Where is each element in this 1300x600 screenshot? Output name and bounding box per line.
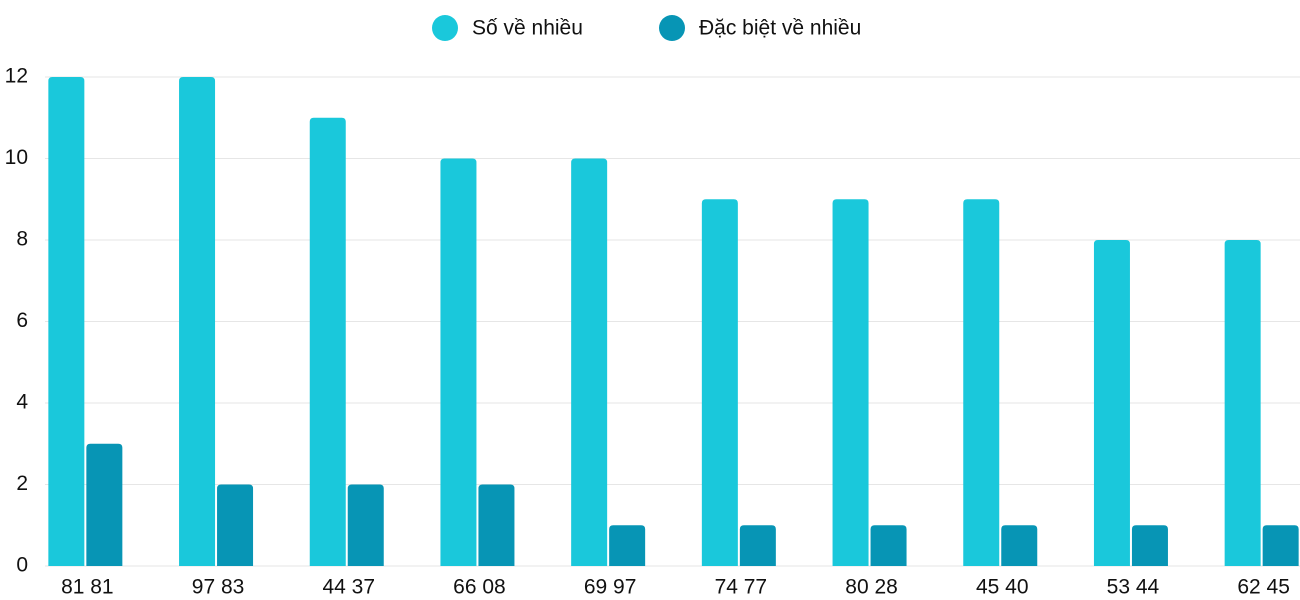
x-tick-label: 53 44 <box>1107 576 1160 599</box>
legend-label: Đặc biệt về nhiều <box>699 17 861 40</box>
y-tick-label: 6 <box>16 309 28 332</box>
bar <box>217 484 254 566</box>
legend-label: Số về nhiều <box>472 17 583 40</box>
x-tick-label: 45 40 <box>976 576 1029 599</box>
bar <box>1262 525 1299 566</box>
bar <box>571 158 608 566</box>
x-tick-label: 74 77 <box>715 576 768 599</box>
bar <box>870 525 907 566</box>
legend-marker <box>659 15 685 41</box>
bar <box>1131 525 1168 566</box>
bar <box>179 77 216 566</box>
bar <box>48 77 85 566</box>
x-tick-label: 62 45 <box>1237 576 1290 599</box>
bar <box>609 525 646 566</box>
bar <box>1224 240 1261 566</box>
bar <box>701 199 738 566</box>
bar <box>347 484 384 566</box>
y-tick-label: 4 <box>16 391 28 414</box>
x-tick-label: 80 28 <box>845 576 898 599</box>
bar <box>1093 240 1130 566</box>
y-tick-label: 8 <box>16 228 28 251</box>
x-tick-label: 81 81 <box>61 576 114 599</box>
y-tick-label: 2 <box>16 472 28 495</box>
x-tick-label: 66 08 <box>453 576 506 599</box>
bar <box>309 117 346 566</box>
bar <box>739 525 776 566</box>
x-tick-label: 44 37 <box>322 576 375 599</box>
y-tick-label: 0 <box>16 554 28 577</box>
y-tick-label: 10 <box>5 146 28 169</box>
bar <box>86 443 123 566</box>
y-tick-label: 12 <box>5 65 28 88</box>
x-tick-label: 97 83 <box>192 576 245 599</box>
bar <box>832 199 869 566</box>
bar <box>1001 525 1038 566</box>
x-tick-label: 69 97 <box>584 576 637 599</box>
bar <box>963 199 1000 566</box>
bar <box>440 158 477 566</box>
legend-marker <box>432 15 458 41</box>
bar <box>478 484 515 566</box>
